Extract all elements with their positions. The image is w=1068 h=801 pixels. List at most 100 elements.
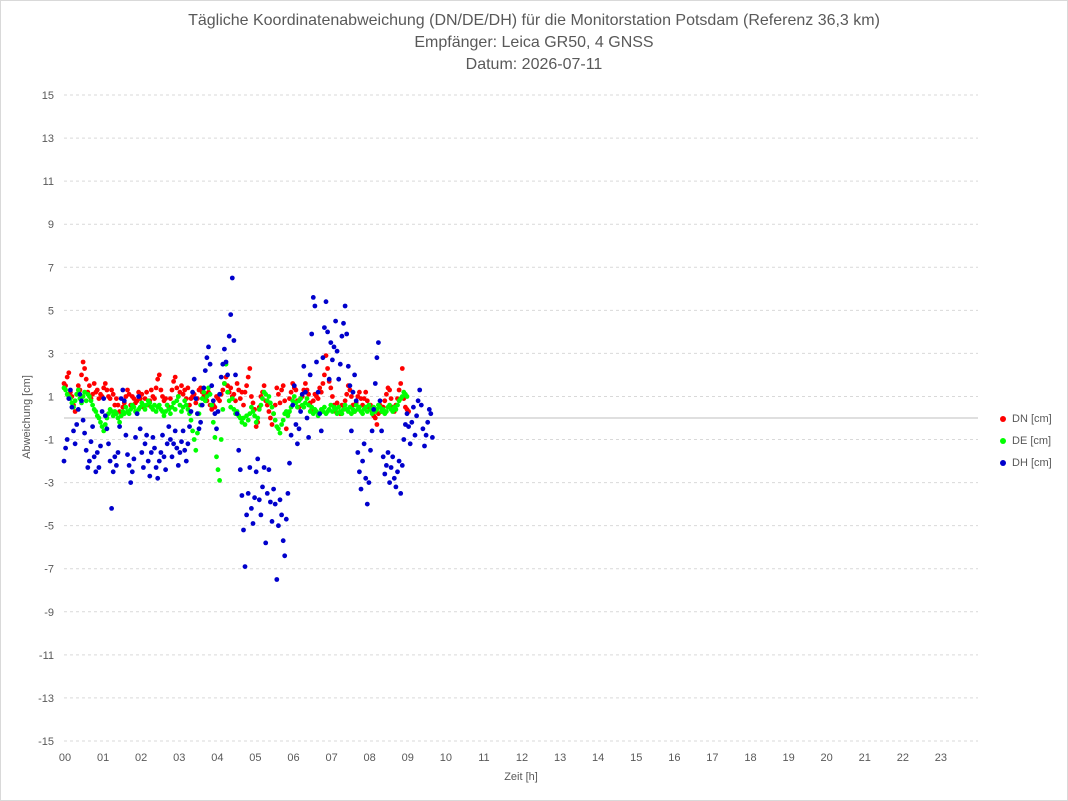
data-point-dh bbox=[285, 491, 291, 496]
data-point-dh bbox=[250, 521, 256, 526]
data-point-dh bbox=[283, 516, 289, 522]
data-point-dn bbox=[242, 389, 248, 395]
data-point-dn bbox=[125, 387, 130, 393]
data-point-dh bbox=[133, 435, 138, 440]
y-tick-label: 13 bbox=[42, 133, 54, 145]
data-point-dh bbox=[74, 422, 80, 427]
data-point-dh bbox=[236, 447, 242, 453]
data-point-dn bbox=[387, 387, 392, 393]
legend-item-de[interactable]: DE [cm] bbox=[1000, 430, 1052, 452]
data-point-dh bbox=[374, 355, 380, 361]
data-point-dn bbox=[276, 391, 281, 397]
legend-marker-dn bbox=[1000, 416, 1006, 422]
data-point-dh bbox=[353, 398, 359, 404]
data-point-dh bbox=[301, 363, 307, 369]
y-tick-label: -15 bbox=[38, 736, 54, 748]
data-point-dh bbox=[287, 460, 292, 466]
x-axis-title: Zeit [h] bbox=[504, 771, 538, 783]
data-point-de bbox=[280, 417, 286, 423]
data-point-dn bbox=[372, 415, 378, 421]
data-point-dh bbox=[144, 432, 150, 438]
data-point-dn bbox=[363, 389, 369, 395]
data-point-dh bbox=[266, 467, 272, 473]
data-point-dh bbox=[175, 463, 181, 468]
data-point-dh bbox=[150, 435, 156, 440]
data-point-de bbox=[218, 437, 224, 442]
x-tick-label: 14 bbox=[592, 752, 604, 764]
data-point-dh bbox=[322, 325, 327, 330]
data-point-dn bbox=[261, 383, 267, 389]
data-point-dn bbox=[241, 402, 246, 408]
data-point-dh bbox=[244, 512, 250, 518]
data-point-dh bbox=[106, 441, 111, 447]
data-point-de bbox=[255, 415, 261, 421]
data-point-de bbox=[88, 398, 94, 404]
data-point-dh bbox=[371, 407, 377, 412]
x-tick-label: 03 bbox=[173, 752, 185, 764]
data-point-de bbox=[209, 402, 215, 408]
data-point-de bbox=[360, 411, 365, 417]
x-tick-label: 08 bbox=[364, 752, 376, 764]
data-point-dh bbox=[407, 441, 413, 447]
data-point-dh bbox=[274, 577, 280, 582]
data-point-de bbox=[201, 389, 207, 395]
data-point-dh bbox=[228, 312, 234, 317]
data-point-dh bbox=[350, 389, 356, 395]
y-tick-label: 5 bbox=[48, 305, 54, 317]
data-point-dh bbox=[121, 398, 127, 404]
data-point-dh bbox=[252, 495, 257, 501]
data-point-dh bbox=[158, 450, 164, 455]
data-point-dh bbox=[112, 454, 118, 460]
data-point-dh bbox=[361, 441, 367, 447]
x-tick-label: 01 bbox=[97, 752, 109, 764]
data-point-dh bbox=[276, 523, 281, 529]
data-point-dn bbox=[91, 381, 97, 386]
data-point-de bbox=[210, 419, 216, 425]
data-point-dh bbox=[320, 355, 326, 361]
data-point-de bbox=[217, 478, 223, 483]
x-tick-label: 06 bbox=[287, 752, 299, 764]
data-point-dn bbox=[110, 391, 116, 397]
data-point-dn bbox=[384, 391, 389, 397]
data-point-dn bbox=[269, 422, 275, 427]
y-tick-label: 11 bbox=[43, 176, 54, 188]
data-point-dh bbox=[126, 463, 132, 468]
data-point-dh bbox=[279, 512, 284, 518]
data-point-dh bbox=[153, 465, 159, 470]
x-tick-label: 17 bbox=[706, 752, 718, 764]
legend-item-dh[interactable]: DH [cm] bbox=[1000, 452, 1052, 474]
data-point-dn bbox=[374, 422, 380, 427]
data-point-dh bbox=[233, 372, 238, 378]
data-point-dh bbox=[271, 486, 276, 492]
data-point-de bbox=[98, 419, 103, 425]
data-point-dh bbox=[134, 411, 140, 417]
data-point-de bbox=[404, 394, 410, 399]
data-point-dn bbox=[80, 359, 86, 365]
data-point-dn bbox=[180, 391, 186, 397]
data-point-dn bbox=[114, 396, 119, 401]
data-point-dh bbox=[206, 344, 211, 350]
data-point-de bbox=[195, 430, 200, 436]
data-point-de bbox=[285, 413, 291, 419]
data-point-dn bbox=[282, 398, 288, 404]
data-point-de bbox=[168, 411, 173, 417]
data-point-dn bbox=[185, 385, 191, 391]
x-tick-label: 23 bbox=[935, 752, 947, 764]
data-point-dn bbox=[169, 387, 175, 393]
x-tick-label: 07 bbox=[325, 752, 337, 764]
data-point-dh bbox=[163, 467, 169, 473]
data-point-dn bbox=[364, 398, 370, 404]
data-point-dn bbox=[315, 396, 321, 401]
data-point-de bbox=[249, 404, 254, 410]
data-point-dn bbox=[245, 374, 251, 380]
data-point-de bbox=[322, 404, 327, 410]
data-point-dn bbox=[344, 391, 350, 397]
data-point-dh bbox=[368, 447, 373, 453]
data-point-dn bbox=[158, 387, 164, 393]
data-point-dh bbox=[129, 469, 135, 475]
data-point-dh bbox=[193, 396, 199, 401]
data-point-dn bbox=[148, 387, 154, 393]
legend-item-dn[interactable]: DN [cm] bbox=[1000, 408, 1052, 430]
data-point-dh bbox=[191, 376, 197, 382]
